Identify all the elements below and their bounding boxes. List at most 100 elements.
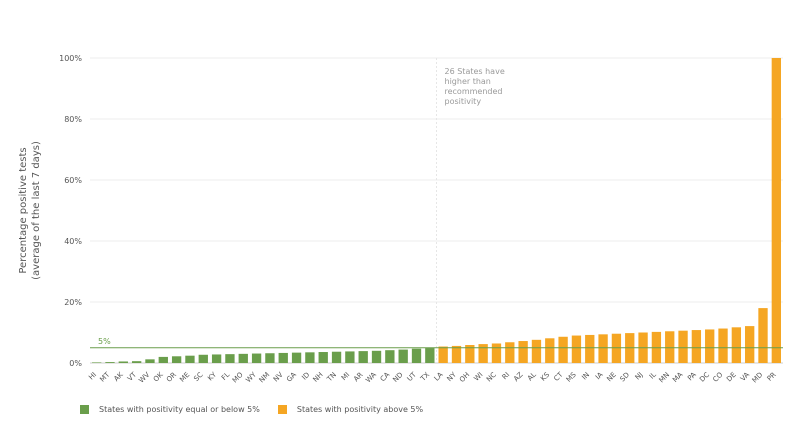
bar-SC [198,354,208,363]
x-tick-label: NJ [634,371,645,382]
x-tick-label: SC [192,371,204,383]
legend-swatch-green [80,405,89,414]
x-tick-label: IN [580,371,591,382]
x-tick-label: MT [98,370,111,383]
bar-ID [305,352,315,363]
bar-MA [678,330,688,363]
bar-DE [731,327,742,363]
x-tick-label: VT [126,370,139,383]
bar-WA [371,350,382,363]
bar-AK [118,361,128,363]
x-tick-label: DC [698,371,711,384]
bar-OH [465,345,475,363]
y-tick-label: 100% [59,54,82,63]
y-tick-label: 40% [64,237,82,246]
x-tick-label: AZ [512,371,525,384]
bar-CT [558,336,568,363]
y-tick-label: 80% [64,115,82,124]
bar-MO [238,353,248,363]
bar-OR [171,356,182,363]
x-tick-label: WI [473,371,485,383]
x-tick-label: ND [391,371,404,384]
x-tick-label: AK [112,370,125,383]
bar-NY [451,345,462,363]
x-tick-label: WV [137,371,151,385]
annotation-line-3: recommended [445,87,503,96]
bar-CO [718,328,728,363]
x-tick-label: SD [619,371,632,384]
x-tick-label: UT [406,370,419,383]
x-tick-label: MS [565,370,578,383]
x-tick-label: VA [739,371,751,383]
bar-NC [491,343,502,363]
bar-MI [345,351,355,363]
x-tick-label: TX [418,371,431,384]
bar-VA [745,326,755,363]
x-tick-label: WA [364,371,378,385]
x-tick-label: NH [312,371,325,384]
bar-PA [691,330,702,363]
x-tick-label: ME [178,371,191,384]
x-tick-label: DE [725,371,738,384]
annotation-line-1: 26 States have [445,67,505,76]
bar-WV [145,359,155,363]
legend-item-green[interactable]: States with positivity equal or below 5% [80,405,260,414]
x-tick-label: IL [648,371,658,381]
x-tick-label: FL [220,371,231,382]
bar-HI [91,362,102,363]
bar-PR [771,58,782,363]
x-tick-label: AR [352,371,365,384]
x-tick-label: PA [686,371,698,383]
bar-OK [158,356,168,363]
x-tick-label: AL [526,371,538,383]
y-tick-label: 20% [64,298,82,307]
bar-VT [131,361,142,363]
x-tick-label: OH [458,371,471,384]
bar-MD [758,308,768,363]
bar-UT [411,348,422,363]
x-tick-label: CA [379,371,392,384]
y-axis-title-line-1: Percentage positive tests [18,147,29,273]
bar-LA [438,346,448,363]
bar-NH [318,352,328,363]
x-tick-label: MA [671,371,684,384]
y-axis-title-line-2: (average of the last 7 days) [31,141,42,280]
bar-WY [251,353,262,363]
bar-AZ [518,341,528,363]
x-tick-label: MD [751,371,765,385]
bar-WI [478,344,488,363]
bar-MT [105,362,115,363]
bar-NM [265,353,275,363]
bar-IA [598,334,608,363]
x-tick-label: NV [272,371,285,384]
x-tick-label: OR [165,371,178,384]
bar-NV [278,352,288,363]
x-tick-label: CT [552,370,565,383]
x-tick-label: WY [244,370,258,384]
bar-NE [611,333,622,363]
bar-CA [385,350,395,363]
y-tick-label: 0% [69,359,82,368]
bar-GA [291,352,302,363]
x-tick-label: NC [485,371,498,384]
x-tick-label: NE [605,371,617,383]
bar-MS [571,335,582,363]
bar-ND [398,349,408,363]
legend-label-green: States with positivity equal or below 5% [99,405,260,414]
x-tick-label: TN [325,371,338,384]
annotation-line-2: higher than [445,77,491,86]
legend-item-orange[interactable]: States with positivity above 5% [277,405,423,414]
bar-TX [425,348,435,363]
bar-MN [665,331,675,363]
x-tick-label: HI [87,371,98,382]
threshold-label: 5% [98,337,111,346]
x-tick-label: MO [231,370,245,384]
x-tick-label: MI [340,371,351,382]
x-tick-label: KS [539,370,551,382]
bar-ME [185,355,195,363]
bar-DC [705,329,715,363]
x-tick-label: KY [206,370,218,382]
legend: States with positivity equal or below 5%… [80,405,441,414]
bar-IN [585,334,595,363]
y-tick-label: 60% [64,176,82,185]
